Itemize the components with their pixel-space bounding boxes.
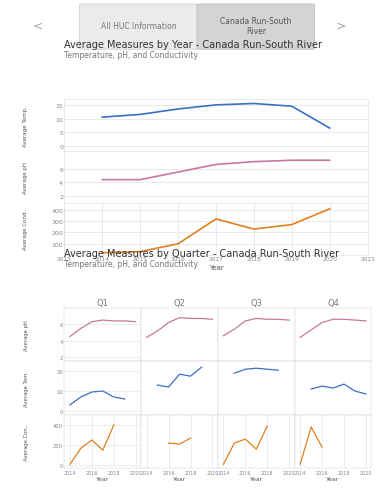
X-axis label: Year: Year [209,265,223,271]
Text: Average Measures by Quarter - Canada Run-South River: Average Measures by Quarter - Canada Run… [64,248,340,258]
Text: Average Temp.: Average Temp. [22,106,28,146]
Text: Average Measures by Year - Canada Run-South River: Average Measures by Year - Canada Run-So… [64,40,323,50]
Text: Average pH: Average pH [23,320,28,350]
Text: Average Con..: Average Con.. [23,423,28,460]
X-axis label: Year: Year [96,476,110,481]
FancyBboxPatch shape [197,5,315,50]
Title: Q4: Q4 [327,299,339,307]
Text: Temperature, pH, and Conductivity: Temperature, pH, and Conductivity [64,259,199,268]
Text: >: > [336,20,346,33]
Text: Temperature, pH, and Conductivity: Temperature, pH, and Conductivity [64,51,199,60]
X-axis label: Year: Year [173,476,186,481]
Text: Average Tem.: Average Tem. [23,370,28,406]
Text: Average pH: Average pH [22,162,28,194]
X-axis label: Year: Year [250,476,263,481]
X-axis label: Year: Year [326,476,340,481]
Text: All HUC Information: All HUC Information [100,22,176,31]
FancyBboxPatch shape [80,5,197,50]
Text: Canada Run-South
River: Canada Run-South River [220,17,291,36]
Title: Q2: Q2 [174,299,185,307]
Text: <: < [33,20,43,33]
Text: Average Cond.: Average Cond. [22,209,28,249]
Title: Q1: Q1 [97,299,109,307]
Title: Q3: Q3 [250,299,262,307]
